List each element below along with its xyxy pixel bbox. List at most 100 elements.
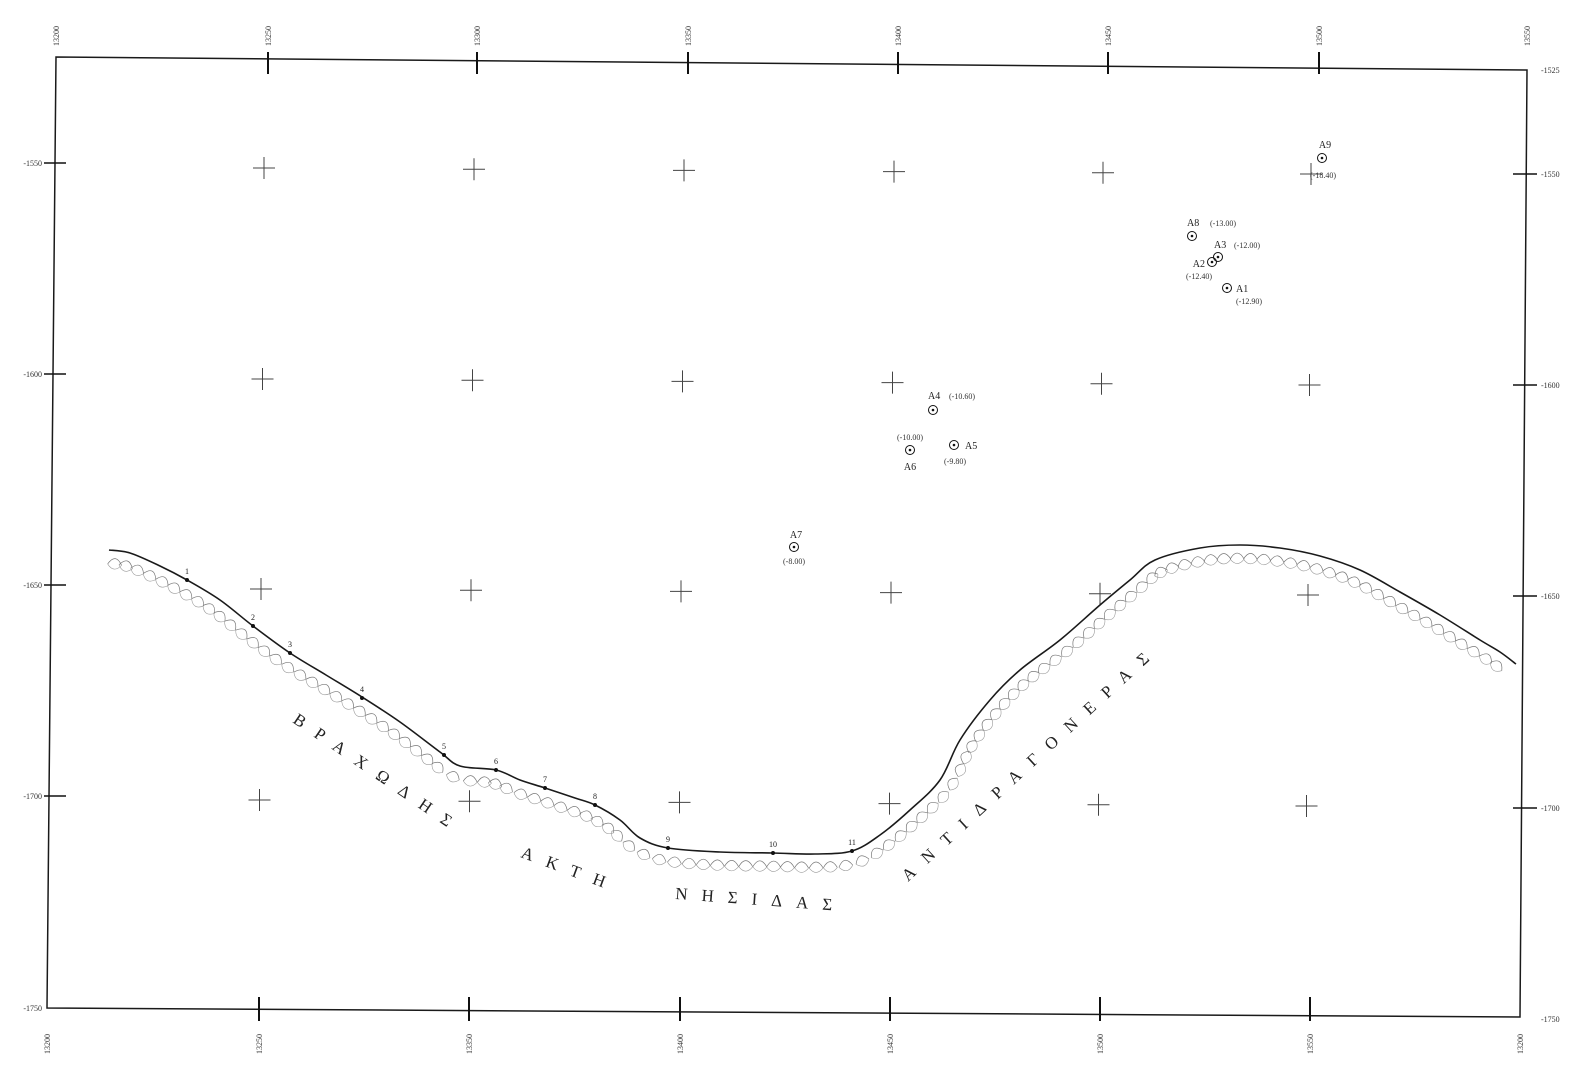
coast-point-label: 8: [593, 792, 597, 801]
survey-point-a6: A6 (-10.00): [897, 433, 923, 473]
hatch-scallop: [1467, 646, 1480, 656]
hatch-scallop: [398, 738, 411, 748]
coast-point-label: 7: [543, 775, 547, 784]
x-tick-label-top: 13250: [264, 26, 273, 46]
survey-point-depth: (-10.00): [897, 433, 923, 442]
hatch-scallop: [1017, 679, 1029, 691]
hatch-scallop: [1103, 608, 1116, 620]
hatch-scallop: [937, 791, 949, 803]
hatch-scallop: [431, 761, 444, 773]
survey-point-id: A3: [1214, 240, 1226, 251]
hatch-scallop: [1269, 555, 1285, 563]
hatch-scallop: [855, 855, 870, 865]
survey-point-a2: A2 (-12.40): [1186, 257, 1217, 281]
hatch-scallop: [421, 753, 434, 764]
hatch-scallop: [695, 858, 711, 866]
x-tick-label-bottom: 13250: [255, 1034, 264, 1054]
hatch-scallop: [710, 859, 725, 867]
x-tick-label-top: 13400: [894, 26, 903, 46]
hatch-scallop: [257, 647, 270, 657]
hatch-scallop: [317, 686, 330, 696]
survey-point-depth: (-12.40): [1186, 272, 1212, 281]
hatch-scallop: [281, 662, 294, 672]
grid-cross: [878, 792, 901, 815]
hatch-scallop: [766, 866, 781, 872]
hatch-scallop: [341, 700, 354, 710]
hatch-scallop: [927, 803, 939, 814]
survey-point-a3: A3 (-12.00): [1213, 240, 1260, 262]
grid-cross: [883, 160, 905, 183]
hatch-scallop: [906, 822, 918, 833]
hatch-scallop: [1137, 582, 1148, 593]
hatch-scallop: [667, 861, 682, 868]
hatch-scallop: [975, 730, 985, 742]
grid-cross: [1087, 793, 1110, 816]
survey-point-dot: [931, 408, 935, 412]
hatch-scallop: [1009, 689, 1020, 701]
survey-point-id: A5: [965, 441, 977, 452]
survey-points: A9 (-18.40) A8 (-13.00) A3 (-12.00) A2 (-12.40)…: [783, 140, 1336, 566]
hatch-scallop: [1125, 591, 1137, 602]
hatch-scallop: [1296, 564, 1311, 572]
x-tick-label-top: 13200: [52, 26, 61, 46]
hatch-scallop: [258, 645, 271, 656]
grid-cross: [460, 579, 482, 602]
hatch-scallop: [1371, 591, 1384, 601]
coast-point-marker: [288, 651, 292, 655]
hatch-scallop: [463, 775, 478, 783]
hatch-scallop: [590, 818, 604, 828]
hatch-scallop: [1419, 619, 1433, 628]
hatch-scallop: [513, 792, 528, 800]
y-tick-label-left: -1700: [23, 792, 42, 801]
survey-point-depth: (-12.90): [1236, 297, 1262, 306]
hatch-scallop: [1347, 576, 1361, 586]
hatch-scallop: [724, 866, 739, 872]
hatch-scallop: [1190, 561, 1206, 568]
hatch-scallop: [1269, 560, 1285, 567]
x-tick-label-bottom: 13350: [465, 1034, 474, 1054]
y-tick-label-right: -1700: [1541, 804, 1560, 813]
survey-point-id: A7: [790, 530, 802, 541]
hatch-scallop: [387, 730, 400, 740]
survey-point-dot: [1190, 234, 1194, 238]
survey-point-depth: (-13.00): [1210, 219, 1236, 228]
hatch-scallop: [1309, 567, 1324, 575]
axis-tick-labels: 13200 13250 13300 13350 13400 13450 13500 13550…: [0, 0, 1560, 1054]
hatch-scallop: [527, 797, 542, 805]
survey-point-depth: (-12.00): [1234, 241, 1260, 250]
x-tick-label-bottom: 13200: [43, 1034, 52, 1054]
hatch-scallop: [752, 860, 768, 868]
survey-point-a1: A1 (-12.90): [1222, 283, 1262, 306]
hatch-scallop: [1322, 571, 1337, 579]
hatch-scallop: [766, 860, 781, 868]
hatch-scallop: [681, 857, 697, 865]
hatch-scallop: [1467, 648, 1480, 658]
x-tick-label-top: 13500: [1315, 26, 1324, 46]
x-tick-label-bottom: 13500: [1096, 1034, 1105, 1054]
survey-point-depth: (-8.00): [783, 557, 805, 566]
hatch-scallop: [567, 806, 582, 815]
coast-point-marker: [666, 846, 670, 850]
hatch-scallop: [1203, 559, 1219, 566]
hatch-scallop: [963, 751, 972, 765]
survey-point-a9: A9 (-18.40): [1310, 140, 1336, 180]
hatch-scallop: [118, 560, 133, 569]
survey-point-id: A2: [1193, 259, 1205, 270]
hatch-scallop: [1243, 552, 1258, 560]
hatch-scallop: [871, 850, 884, 859]
hatch-scallop: [1049, 656, 1062, 666]
hatch-scallop: [823, 861, 838, 869]
x-tick-label-bottom: 13400: [676, 1034, 685, 1054]
survey-point-dot: [1320, 156, 1324, 160]
coast-point-marker: [251, 624, 255, 628]
hatch-scallop: [142, 570, 157, 580]
x-tick-label-bottom: 13550: [1306, 1034, 1315, 1054]
hatch-scallop: [1283, 557, 1298, 566]
hatch-scallop: [917, 812, 928, 823]
hatch-scallop: [1216, 558, 1232, 565]
hatch-scallop: [463, 780, 478, 787]
hatch-scallop: [1479, 653, 1492, 664]
hatch-scallop: [738, 860, 754, 867]
survey-point-a8: A8 (-13.00): [1187, 218, 1236, 241]
hatch-scallop: [780, 861, 795, 868]
